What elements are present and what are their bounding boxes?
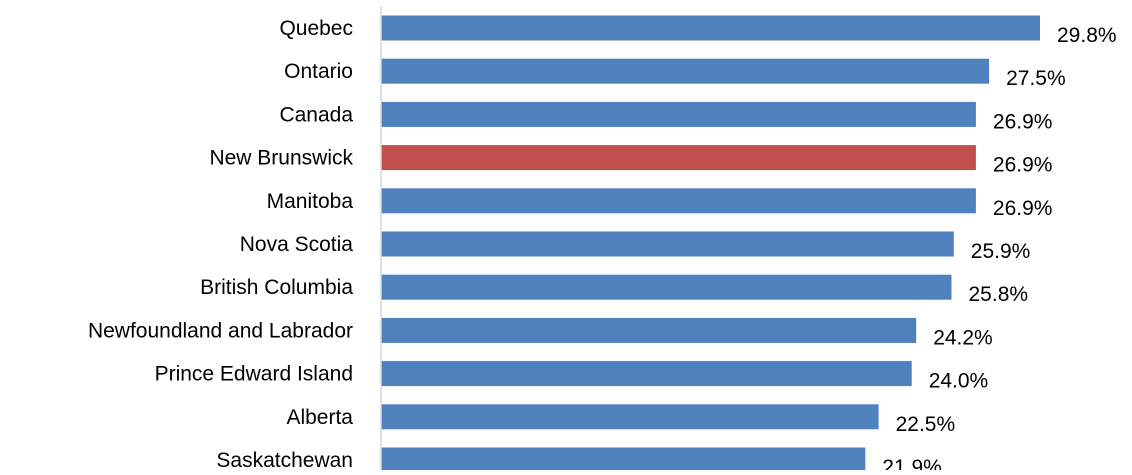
bar-saskatchewan bbox=[381, 447, 866, 473]
category-label: Alberta bbox=[286, 406, 353, 429]
bar-manitoba bbox=[381, 188, 976, 214]
value-label: 24.0% bbox=[929, 370, 989, 393]
value-label: 26.9% bbox=[993, 154, 1053, 177]
value-label: 29.8% bbox=[1057, 24, 1117, 47]
category-label: Nova Scotia bbox=[240, 233, 354, 256]
category-label: New Brunswick bbox=[209, 147, 353, 170]
value-label: 21.9% bbox=[882, 456, 942, 470]
category-label: Saskatchewan bbox=[216, 449, 353, 470]
value-label: 25.8% bbox=[969, 283, 1029, 306]
bar-nova-scotia bbox=[381, 231, 954, 257]
bar-newfoundland-and-labrador bbox=[381, 317, 917, 343]
bar-ontario bbox=[381, 58, 990, 84]
category-label: Prince Edward Island bbox=[155, 363, 353, 386]
category-label: Manitoba bbox=[267, 190, 354, 213]
value-label: 22.5% bbox=[896, 413, 956, 436]
bar-alberta bbox=[381, 404, 879, 430]
value-label: 24.2% bbox=[933, 326, 993, 349]
category-label: Newfoundland and Labrador bbox=[88, 319, 353, 342]
value-label: 26.9% bbox=[993, 110, 1053, 133]
bar-quebec bbox=[381, 15, 1040, 41]
category-label: Canada bbox=[279, 103, 353, 126]
value-label: 25.9% bbox=[971, 240, 1031, 263]
value-label: 27.5% bbox=[1006, 67, 1066, 90]
value-label: 26.9% bbox=[993, 197, 1053, 220]
category-label: British Columbia bbox=[200, 276, 353, 299]
bar-prince-edward-island bbox=[381, 361, 912, 387]
bar-british-columbia bbox=[381, 274, 952, 300]
bars-layer bbox=[381, 15, 1040, 473]
category-label: Quebec bbox=[279, 17, 353, 40]
bar-canada bbox=[381, 101, 976, 127]
category-label: Ontario bbox=[284, 60, 353, 83]
labels-layer: Quebec 29.8% Ontario 27.5% Canada 26.9% New Br… bbox=[88, 17, 1117, 475]
bar-new-brunswick bbox=[381, 145, 976, 171]
